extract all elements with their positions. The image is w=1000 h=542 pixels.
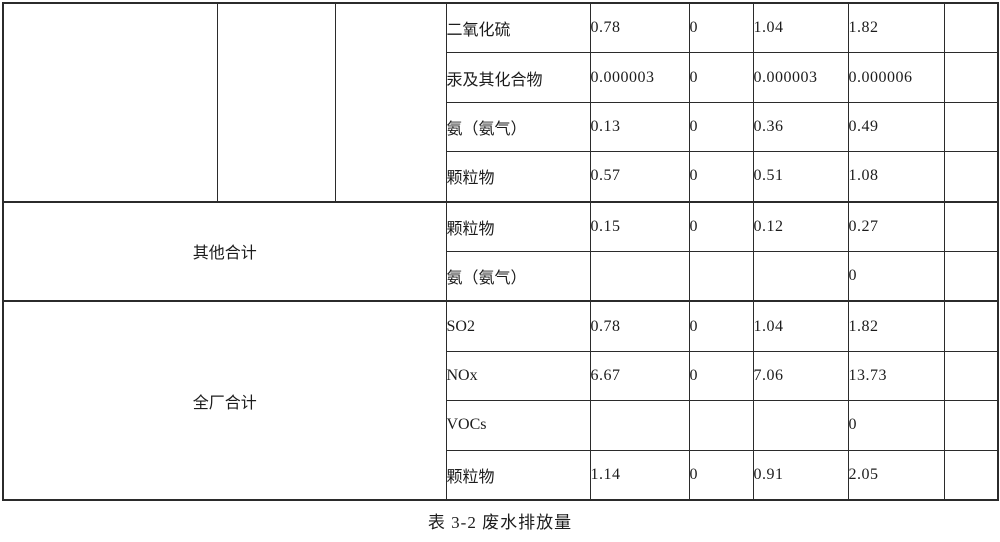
emissions-table: 二氧化硫 0.78 0 1.04 1.82 汞及其化合物 0.000003 0 …: [2, 2, 999, 501]
table-row: 氨（氨气） 0.13 0 0.36 0.49: [3, 101, 999, 153]
value-cell: 0: [688, 151, 754, 203]
group-label-cell: 全厂合计: [2, 300, 447, 501]
value-cell: [943, 52, 999, 103]
group-label-cell: 其他合计: [2, 200, 447, 302]
pollutant-cell: 颗粒物: [445, 151, 591, 203]
value-cell: 0: [688, 350, 754, 402]
table-row: VOCs 0: [3, 400, 999, 451]
value-cell: 7.06: [752, 350, 849, 402]
value-cell: 0.000003: [752, 52, 849, 103]
value-cell: 0.000006: [847, 52, 945, 103]
value-cell: 0.36: [752, 101, 849, 153]
pollutant-cell: 二氧化硫: [445, 2, 591, 54]
table-row: 其他合计 颗粒物 0.15 0 0.12 0.27: [2, 200, 999, 302]
value-cell: [589, 250, 690, 302]
value-cell: [752, 250, 849, 302]
pollutant-cell: VOCs: [445, 400, 591, 451]
value-cell: 0: [847, 400, 945, 451]
table-row: 颗粒物 1.14 0 0.91 2.05: [3, 449, 999, 501]
value-cell: 0.49: [847, 101, 945, 153]
value-cell: 0: [688, 449, 754, 501]
empty-left-cell-2: [216, 2, 336, 203]
value-cell: 6.67: [589, 350, 690, 402]
value-cell: [943, 200, 999, 252]
pollutant-cell: NOx: [445, 350, 591, 402]
value-cell: 0.51: [752, 151, 849, 203]
value-cell: [943, 449, 999, 501]
table-row: NOx 6.67 0 7.06 13.73: [3, 350, 999, 402]
value-cell: 0: [688, 101, 754, 153]
value-cell: [943, 350, 999, 402]
table-row: 氨（氨气） 0: [3, 250, 999, 302]
value-cell: [688, 400, 754, 451]
table-caption: 表 3-2 废水排放量: [427, 513, 573, 532]
table-row: 汞及其化合物 0.000003 0 0.000003 0.000006: [3, 52, 999, 103]
value-cell: 0.13: [589, 101, 690, 153]
value-cell: 0.27: [847, 200, 945, 252]
pollutant-cell: 颗粒物: [445, 200, 591, 252]
table-row: 全厂合计 SO2 0.78 0 1.04 1.82: [2, 300, 999, 501]
value-cell: 0: [688, 200, 754, 252]
value-cell: 13.73: [847, 350, 945, 402]
pollutant-cell: 氨（氨气）: [445, 101, 591, 153]
value-cell: [943, 400, 999, 451]
value-cell: 0: [688, 300, 754, 352]
value-cell: [943, 250, 999, 302]
table-row: 二氧化硫 0.78 0 1.04 1.82: [2, 2, 999, 203]
value-cell: 0.78: [589, 300, 690, 352]
value-cell: 0: [688, 52, 754, 103]
value-cell: 2.05: [847, 449, 945, 501]
value-cell: 0.57: [589, 151, 690, 203]
value-cell: 0: [847, 250, 945, 302]
pollutant-cell: 汞及其化合物: [445, 52, 591, 103]
value-cell: [589, 400, 690, 451]
value-cell: [943, 151, 999, 203]
value-cell: [752, 400, 849, 451]
empty-left-cell-3: [334, 2, 447, 203]
pollutant-cell: SO2: [445, 300, 591, 352]
value-cell: 0.91: [752, 449, 849, 501]
value-cell: 1.14: [589, 449, 690, 501]
value-cell: 1.08: [847, 151, 945, 203]
pollutant-cell: 氨（氨气）: [445, 250, 591, 302]
value-cell: 0.15: [589, 200, 690, 252]
value-cell: [943, 101, 999, 153]
pollutant-cell: 颗粒物: [445, 449, 591, 501]
value-cell: 1.82: [847, 2, 945, 54]
value-cell: [688, 250, 754, 302]
value-cell: 1.04: [752, 2, 849, 54]
value-cell: 1.82: [847, 300, 945, 352]
value-cell: 0: [688, 2, 754, 54]
value-cell: [943, 300, 999, 352]
value-cell: 0.000003: [589, 52, 690, 103]
value-cell: 1.04: [752, 300, 849, 352]
value-cell: 0.12: [752, 200, 849, 252]
empty-left-cell-1: [2, 2, 218, 203]
value-cell: 0.78: [589, 2, 690, 54]
value-cell: [943, 2, 999, 54]
